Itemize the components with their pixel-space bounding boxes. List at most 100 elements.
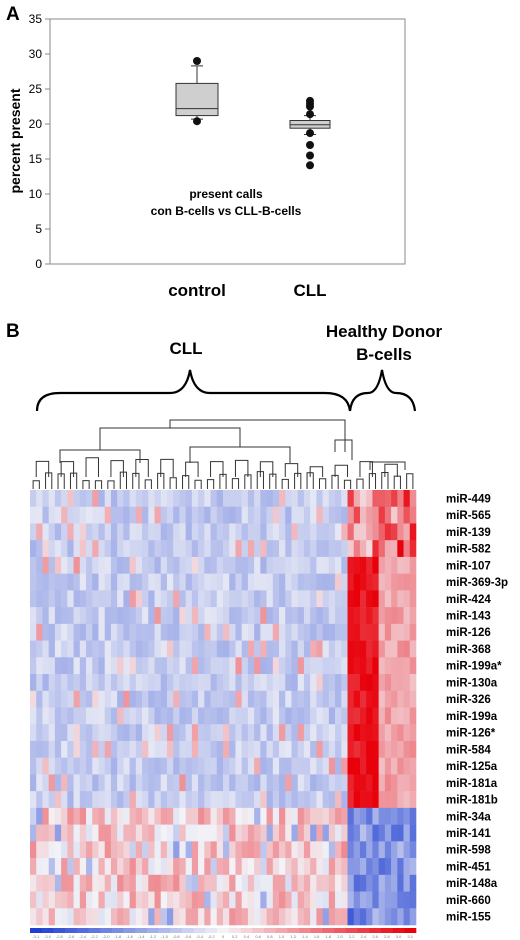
heatmap-cell <box>204 740 211 758</box>
heatmap-cell <box>272 690 280 708</box>
heatmap-cell <box>191 724 199 742</box>
healthy-brace <box>348 369 417 412</box>
heatmap <box>30 490 417 926</box>
heatmap-cell <box>36 891 43 909</box>
colorbar-swatch <box>310 928 323 933</box>
heatmap-cell <box>409 640 417 658</box>
heatmap-cell <box>223 523 230 541</box>
heatmap-cell <box>123 523 130 541</box>
heatmap-cell <box>110 690 118 708</box>
outlier-point <box>193 57 201 65</box>
heatmap-cell <box>366 657 373 675</box>
heatmap-cell <box>86 540 93 558</box>
heatmap-cell <box>204 523 211 541</box>
heatmap-cell <box>403 690 411 708</box>
heatmap-cell <box>117 540 124 558</box>
heatmap-cell <box>341 690 348 708</box>
heatmap-cell <box>166 690 174 708</box>
heatmap-cell <box>384 791 392 809</box>
heatmap-cell <box>254 607 261 625</box>
heatmap-cell <box>61 607 68 625</box>
heatmap-cell <box>347 607 355 625</box>
heatmap-cell <box>148 690 155 708</box>
heatmap-cell <box>291 841 299 859</box>
heatmap-cell <box>73 774 81 792</box>
heatmap-cell <box>266 807 274 825</box>
heatmap-cell <box>154 841 162 859</box>
heatmap-cell <box>272 824 280 842</box>
heatmap-cell <box>210 657 218 675</box>
heatmap-cell <box>185 590 193 608</box>
heatmap-cell <box>79 858 87 876</box>
heatmap-cell <box>154 657 162 675</box>
heatmap-cell <box>341 556 348 574</box>
heatmap-cell <box>179 724 186 742</box>
heatmap-cell <box>260 824 267 842</box>
heatmap-cell <box>191 858 199 876</box>
heatmap-cell <box>378 490 386 508</box>
outlier-point <box>306 151 314 160</box>
heatmap-cell <box>229 540 236 558</box>
heatmap-cell <box>366 774 373 792</box>
heatmap-cell <box>223 506 230 524</box>
colorbar-swatch <box>100 928 113 933</box>
colorbar-swatch <box>228 928 241 933</box>
heatmap-cell <box>154 807 162 825</box>
heatmap-cell <box>42 590 49 608</box>
colorbar-swatch <box>392 928 405 933</box>
heatmap-cell <box>303 640 311 658</box>
heatmap-cell <box>335 540 342 558</box>
heatmap-cell <box>260 657 267 675</box>
group-label-cll: CLL <box>169 339 202 358</box>
heatmap-cell <box>279 573 286 591</box>
heatmap-cell <box>260 791 267 809</box>
heatmap-cell <box>397 724 404 742</box>
heatmap-cell <box>86 707 93 725</box>
colorbar-swatch <box>334 928 347 933</box>
heatmap-cell <box>353 690 361 708</box>
heatmap-cell <box>48 807 56 825</box>
heatmap-cell <box>48 490 56 508</box>
heatmap-cell <box>291 757 299 775</box>
heatmap-cell <box>54 540 62 558</box>
heatmap-cell <box>129 858 137 876</box>
colorbar-label: 2.4 <box>361 934 367 939</box>
heatmap-cell <box>210 590 218 608</box>
heatmap-cell <box>123 690 130 708</box>
heatmap-cell <box>166 874 174 892</box>
heatmap-cell <box>135 791 143 809</box>
heatmap-cell <box>110 556 118 574</box>
heatmap-cell <box>223 908 230 926</box>
heatmap-cell <box>86 690 93 708</box>
heatmap-cell <box>123 874 130 892</box>
row-label: miR-584 <box>446 744 491 756</box>
heatmap-cell <box>366 607 373 625</box>
heatmap-cell <box>409 607 417 625</box>
heatmap-cell <box>366 590 373 608</box>
heatmap-cell <box>316 807 323 825</box>
heatmap-cell <box>335 690 342 708</box>
heatmap-cell <box>316 556 323 574</box>
heatmap-cell <box>210 490 218 508</box>
heatmap-cell <box>254 573 261 591</box>
colorbar-swatch <box>275 928 288 933</box>
heatmap-cell <box>54 590 62 608</box>
heatmap-cell <box>310 523 317 541</box>
heatmap-cell <box>204 757 211 775</box>
heatmap-cell <box>135 657 143 675</box>
heatmap-cell <box>54 523 62 541</box>
dendrogram-branch <box>85 457 99 477</box>
heatmap-cell <box>359 674 367 692</box>
heatmap-cell <box>36 791 43 809</box>
dendrogram-branch <box>309 466 324 477</box>
heatmap-cell <box>247 807 255 825</box>
heatmap-cell <box>328 724 336 742</box>
heatmap-cell <box>42 724 49 742</box>
heatmap-cell <box>235 607 242 625</box>
heatmap-cell <box>110 623 118 641</box>
heatmap-cell <box>297 657 305 675</box>
heatmap-cell <box>285 891 292 909</box>
heatmap-cell <box>210 640 218 658</box>
heatmap-cell <box>235 490 242 508</box>
heatmap-cell <box>79 540 87 558</box>
